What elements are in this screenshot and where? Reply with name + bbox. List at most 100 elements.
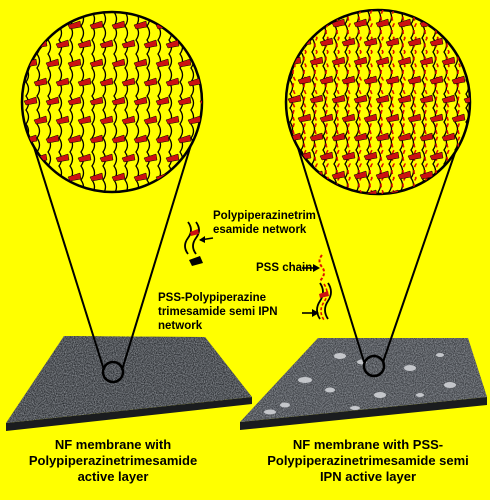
- trimesamide-unit: [375, 132, 390, 142]
- trimesamide-unit: [33, 115, 48, 125]
- trimesamide-unit: [133, 172, 148, 182]
- trimesamide-unit: [385, 37, 400, 47]
- trimesamide-unit: [353, 56, 368, 66]
- polyamide-chain: [168, 12, 173, 192]
- pss-chain: [391, 10, 395, 194]
- trimesamide-unit: [331, 18, 346, 28]
- trimesamide-unit: [397, 18, 412, 28]
- pss-chain: [347, 10, 351, 194]
- trimesamide-unit: [77, 115, 92, 125]
- trimesamide-unit: [429, 75, 444, 85]
- trimesamide-unit: [77, 39, 92, 49]
- trimesamide-unit: [297, 75, 312, 85]
- left-caption-line3: active layer: [77, 468, 149, 484]
- pss-chain: [325, 10, 329, 194]
- trimesamide-unit: [111, 96, 126, 106]
- trimesamide-unit: [441, 56, 456, 66]
- right-caption-line1: NF membrane with PSS-: [292, 437, 444, 452]
- trimesamide-unit: [89, 96, 104, 106]
- pss-chain: [413, 10, 417, 194]
- polyamide-chain: [58, 12, 63, 192]
- trimesamide-unit: [187, 153, 202, 163]
- trimesamide-unit: [407, 37, 422, 47]
- trimesamide-unit: [55, 77, 70, 87]
- trimesamide-unit: [331, 132, 346, 142]
- trimesamide-unit: [451, 189, 466, 194]
- trimesamide-unit: [429, 113, 444, 123]
- trimesamide-unit: [55, 39, 70, 49]
- trimesamide-unit: [133, 96, 148, 106]
- pss-chain-label: PSS chain: [256, 262, 313, 274]
- trimesamide-unit: [67, 134, 82, 144]
- trimesamide-unit: [463, 18, 470, 28]
- trimesamide-unit: [429, 37, 444, 47]
- trimesamide-unit: [297, 113, 312, 123]
- trimesamide-unit: [429, 151, 444, 161]
- polyamide-chain: [102, 12, 107, 192]
- trimesamide-unit: [111, 172, 126, 182]
- trimesamide-unit: [319, 151, 334, 161]
- trimesamide-unit: [297, 189, 312, 194]
- trimesamide-unit: [99, 115, 114, 125]
- trimesamide-unit: [67, 172, 82, 182]
- trimesamide-unit: [287, 18, 302, 28]
- trimesamide-unit: [353, 132, 368, 142]
- trimesamide-unit: [341, 151, 356, 161]
- right-membrane: [240, 338, 487, 430]
- trimesamide-unit: [385, 189, 400, 194]
- trimesamide-unit: [441, 132, 456, 142]
- trimesamide-unit: [287, 170, 302, 180]
- left-membrane: [6, 336, 252, 431]
- right-caption: NF membrane with PSS- Polypiperazinetrim…: [248, 437, 488, 485]
- trimesamide-unit: [155, 58, 170, 68]
- trimesamide-unit: [121, 77, 136, 87]
- trimesamide-unit: [89, 172, 104, 182]
- trimesamide-unit: [451, 37, 466, 47]
- ipn-label: PSS-Polypiperazine trimesamide semi IPN …: [158, 292, 278, 333]
- trimesamide-unit: [133, 58, 148, 68]
- trimesamide-unit: [77, 77, 92, 87]
- trimesamide-unit: [67, 96, 82, 106]
- left-zoom-circle: [20, 10, 204, 194]
- trimesamide-unit: [319, 113, 334, 123]
- trimesamide-unit: [55, 115, 70, 125]
- trimesamide-unit: [407, 113, 422, 123]
- left-caption: NF membrane with Polypiperazinetrimesami…: [2, 437, 224, 485]
- trimesamide-unit: [199, 134, 202, 144]
- network-label: Polypiperazinetrim esamide network: [213, 210, 316, 238]
- trimesamide-unit: [111, 20, 126, 30]
- trimesamide-unit: [363, 151, 378, 161]
- trimesamide-unit: [99, 153, 114, 163]
- trimesamide-unit: [463, 132, 470, 142]
- trimesamide-unit: [23, 20, 38, 30]
- trimesamide-unit: [45, 96, 60, 106]
- trimesamide-unit: [375, 18, 390, 28]
- trimesamide-unit: [199, 172, 202, 182]
- trimesamide-unit: [111, 134, 126, 144]
- trimesamide-unit: [331, 170, 346, 180]
- trimesamide-unit: [121, 39, 136, 49]
- trimesamide-unit: [143, 115, 158, 125]
- trimesamide-unit: [331, 56, 346, 66]
- trimesamide-unit: [363, 37, 378, 47]
- trimesamide-unit: [407, 189, 422, 194]
- ipn-label-line1: PSS-Polypiperazine: [158, 292, 267, 304]
- trimesamide-unit: [375, 170, 390, 180]
- trimesamide-unit: [385, 75, 400, 85]
- trimesamide-unit: [165, 153, 180, 163]
- trimesamide-unit: [199, 96, 202, 106]
- trimesamide-unit: [319, 189, 334, 194]
- polyamide-chain: [80, 12, 85, 192]
- right-caption-line3: IPN active layer: [319, 468, 417, 484]
- trimesamide-unit: [99, 77, 114, 87]
- trimesamide-unit: [67, 58, 82, 68]
- trimesamide-unit: [363, 189, 378, 194]
- ipn-label-line3: network: [158, 319, 203, 332]
- trimesamide-unit: [89, 134, 104, 144]
- trimesamide-unit: [309, 56, 324, 66]
- trimesamide-unit: [89, 58, 104, 68]
- trimesamide-unit: [341, 75, 356, 85]
- trimesamide-unit: [177, 20, 192, 30]
- trimesamide-unit: [143, 153, 158, 163]
- trimesamide-unit: [155, 134, 170, 144]
